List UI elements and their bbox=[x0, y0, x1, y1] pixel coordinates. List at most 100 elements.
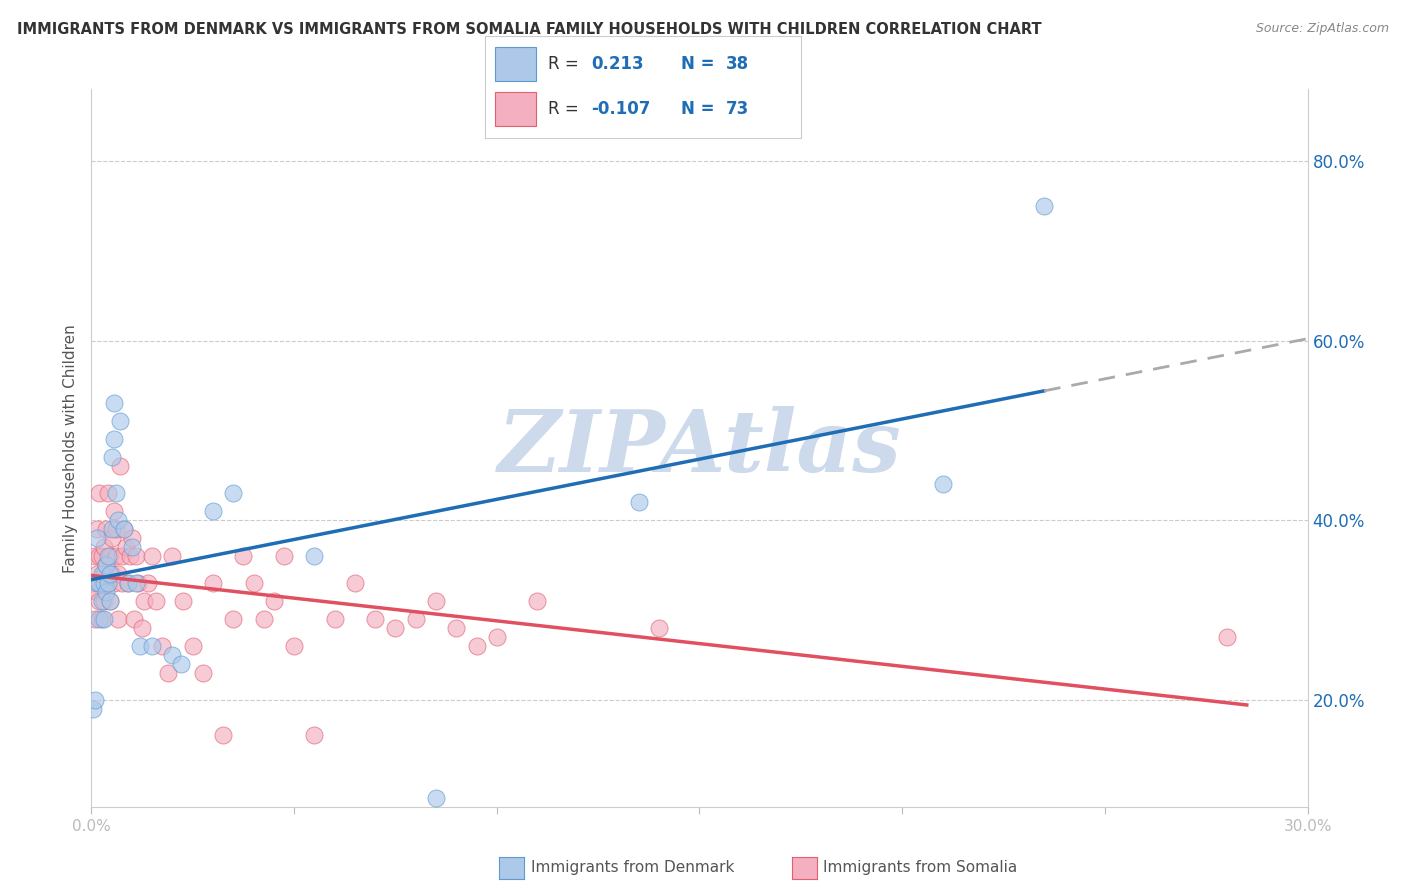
Point bbox=[465, 639, 488, 653]
Text: 0.213: 0.213 bbox=[591, 55, 644, 73]
Point bbox=[107, 513, 129, 527]
Point bbox=[100, 522, 122, 536]
Point bbox=[89, 486, 111, 500]
Point bbox=[115, 540, 138, 554]
Point bbox=[141, 639, 163, 653]
Point bbox=[343, 575, 366, 590]
Point bbox=[90, 594, 112, 608]
Point bbox=[444, 621, 467, 635]
Point bbox=[82, 701, 104, 715]
Point bbox=[169, 657, 191, 671]
Point bbox=[84, 612, 107, 626]
Text: ZIPAtlas: ZIPAtlas bbox=[498, 407, 901, 490]
Point bbox=[1033, 199, 1056, 213]
Point bbox=[136, 575, 159, 590]
Point bbox=[90, 566, 112, 581]
Point bbox=[145, 594, 167, 608]
Point bbox=[100, 566, 122, 581]
Point bbox=[107, 566, 129, 581]
Point bbox=[202, 504, 225, 518]
Text: Immigrants from Somalia: Immigrants from Somalia bbox=[823, 861, 1017, 875]
Text: R =: R = bbox=[548, 55, 585, 73]
Point bbox=[323, 612, 346, 626]
Point bbox=[112, 522, 135, 536]
Point bbox=[97, 575, 120, 590]
FancyBboxPatch shape bbox=[495, 47, 536, 81]
Point bbox=[104, 522, 127, 536]
Point bbox=[94, 558, 117, 572]
Point bbox=[202, 575, 225, 590]
Point bbox=[93, 594, 115, 608]
Point bbox=[97, 575, 120, 590]
Text: Source: ZipAtlas.com: Source: ZipAtlas.com bbox=[1256, 22, 1389, 36]
Point bbox=[97, 549, 120, 563]
Text: 38: 38 bbox=[725, 55, 748, 73]
Point bbox=[384, 621, 406, 635]
Point bbox=[127, 575, 149, 590]
Point bbox=[141, 549, 163, 563]
Point bbox=[181, 639, 204, 653]
Point bbox=[526, 594, 548, 608]
Point bbox=[242, 575, 264, 590]
Point bbox=[108, 414, 131, 428]
Point bbox=[191, 665, 214, 680]
Text: IMMIGRANTS FROM DENMARK VS IMMIGRANTS FROM SOMALIA FAMILY HOUSEHOLDS WITH CHILDR: IMMIGRANTS FROM DENMARK VS IMMIGRANTS FR… bbox=[17, 22, 1042, 37]
Point bbox=[485, 630, 508, 644]
Point bbox=[172, 594, 194, 608]
Point bbox=[107, 612, 129, 626]
Point bbox=[405, 612, 427, 626]
Point bbox=[222, 486, 245, 500]
Point bbox=[100, 450, 122, 465]
Point bbox=[98, 594, 121, 608]
Point bbox=[125, 549, 148, 563]
Point bbox=[84, 692, 107, 706]
Point bbox=[104, 549, 127, 563]
Point bbox=[103, 432, 125, 446]
Point bbox=[425, 594, 447, 608]
Point bbox=[103, 504, 125, 518]
Point bbox=[94, 585, 117, 599]
Point bbox=[162, 648, 184, 662]
Point bbox=[222, 612, 245, 626]
Point bbox=[212, 728, 235, 742]
Point bbox=[150, 639, 173, 653]
Point bbox=[89, 594, 111, 608]
Point bbox=[129, 639, 152, 653]
Point bbox=[90, 549, 112, 563]
Point bbox=[425, 791, 447, 805]
Point bbox=[86, 585, 108, 599]
Point bbox=[93, 540, 115, 554]
Point bbox=[304, 728, 326, 742]
Point bbox=[89, 612, 111, 626]
Point bbox=[627, 495, 650, 509]
Text: -0.107: -0.107 bbox=[591, 100, 651, 118]
Point bbox=[118, 549, 141, 563]
Point bbox=[263, 594, 285, 608]
Point bbox=[111, 575, 134, 590]
Point bbox=[94, 522, 117, 536]
Point bbox=[86, 575, 108, 590]
Point bbox=[117, 575, 139, 590]
Point bbox=[82, 575, 104, 590]
Point bbox=[364, 612, 387, 626]
Point bbox=[89, 575, 111, 590]
Point bbox=[253, 612, 276, 626]
Point bbox=[121, 540, 143, 554]
Point bbox=[97, 486, 120, 500]
Point bbox=[86, 566, 108, 581]
Point bbox=[86, 531, 108, 545]
Point bbox=[108, 459, 131, 474]
Point bbox=[86, 522, 108, 536]
Point bbox=[103, 575, 125, 590]
Point bbox=[100, 531, 122, 545]
Point bbox=[117, 575, 139, 590]
Point bbox=[131, 621, 153, 635]
Point bbox=[132, 594, 155, 608]
Point bbox=[103, 396, 125, 410]
Point bbox=[93, 566, 115, 581]
Point bbox=[122, 612, 145, 626]
Point bbox=[104, 486, 127, 500]
Text: N =: N = bbox=[681, 100, 720, 118]
Point bbox=[1215, 630, 1237, 644]
FancyBboxPatch shape bbox=[495, 92, 536, 126]
